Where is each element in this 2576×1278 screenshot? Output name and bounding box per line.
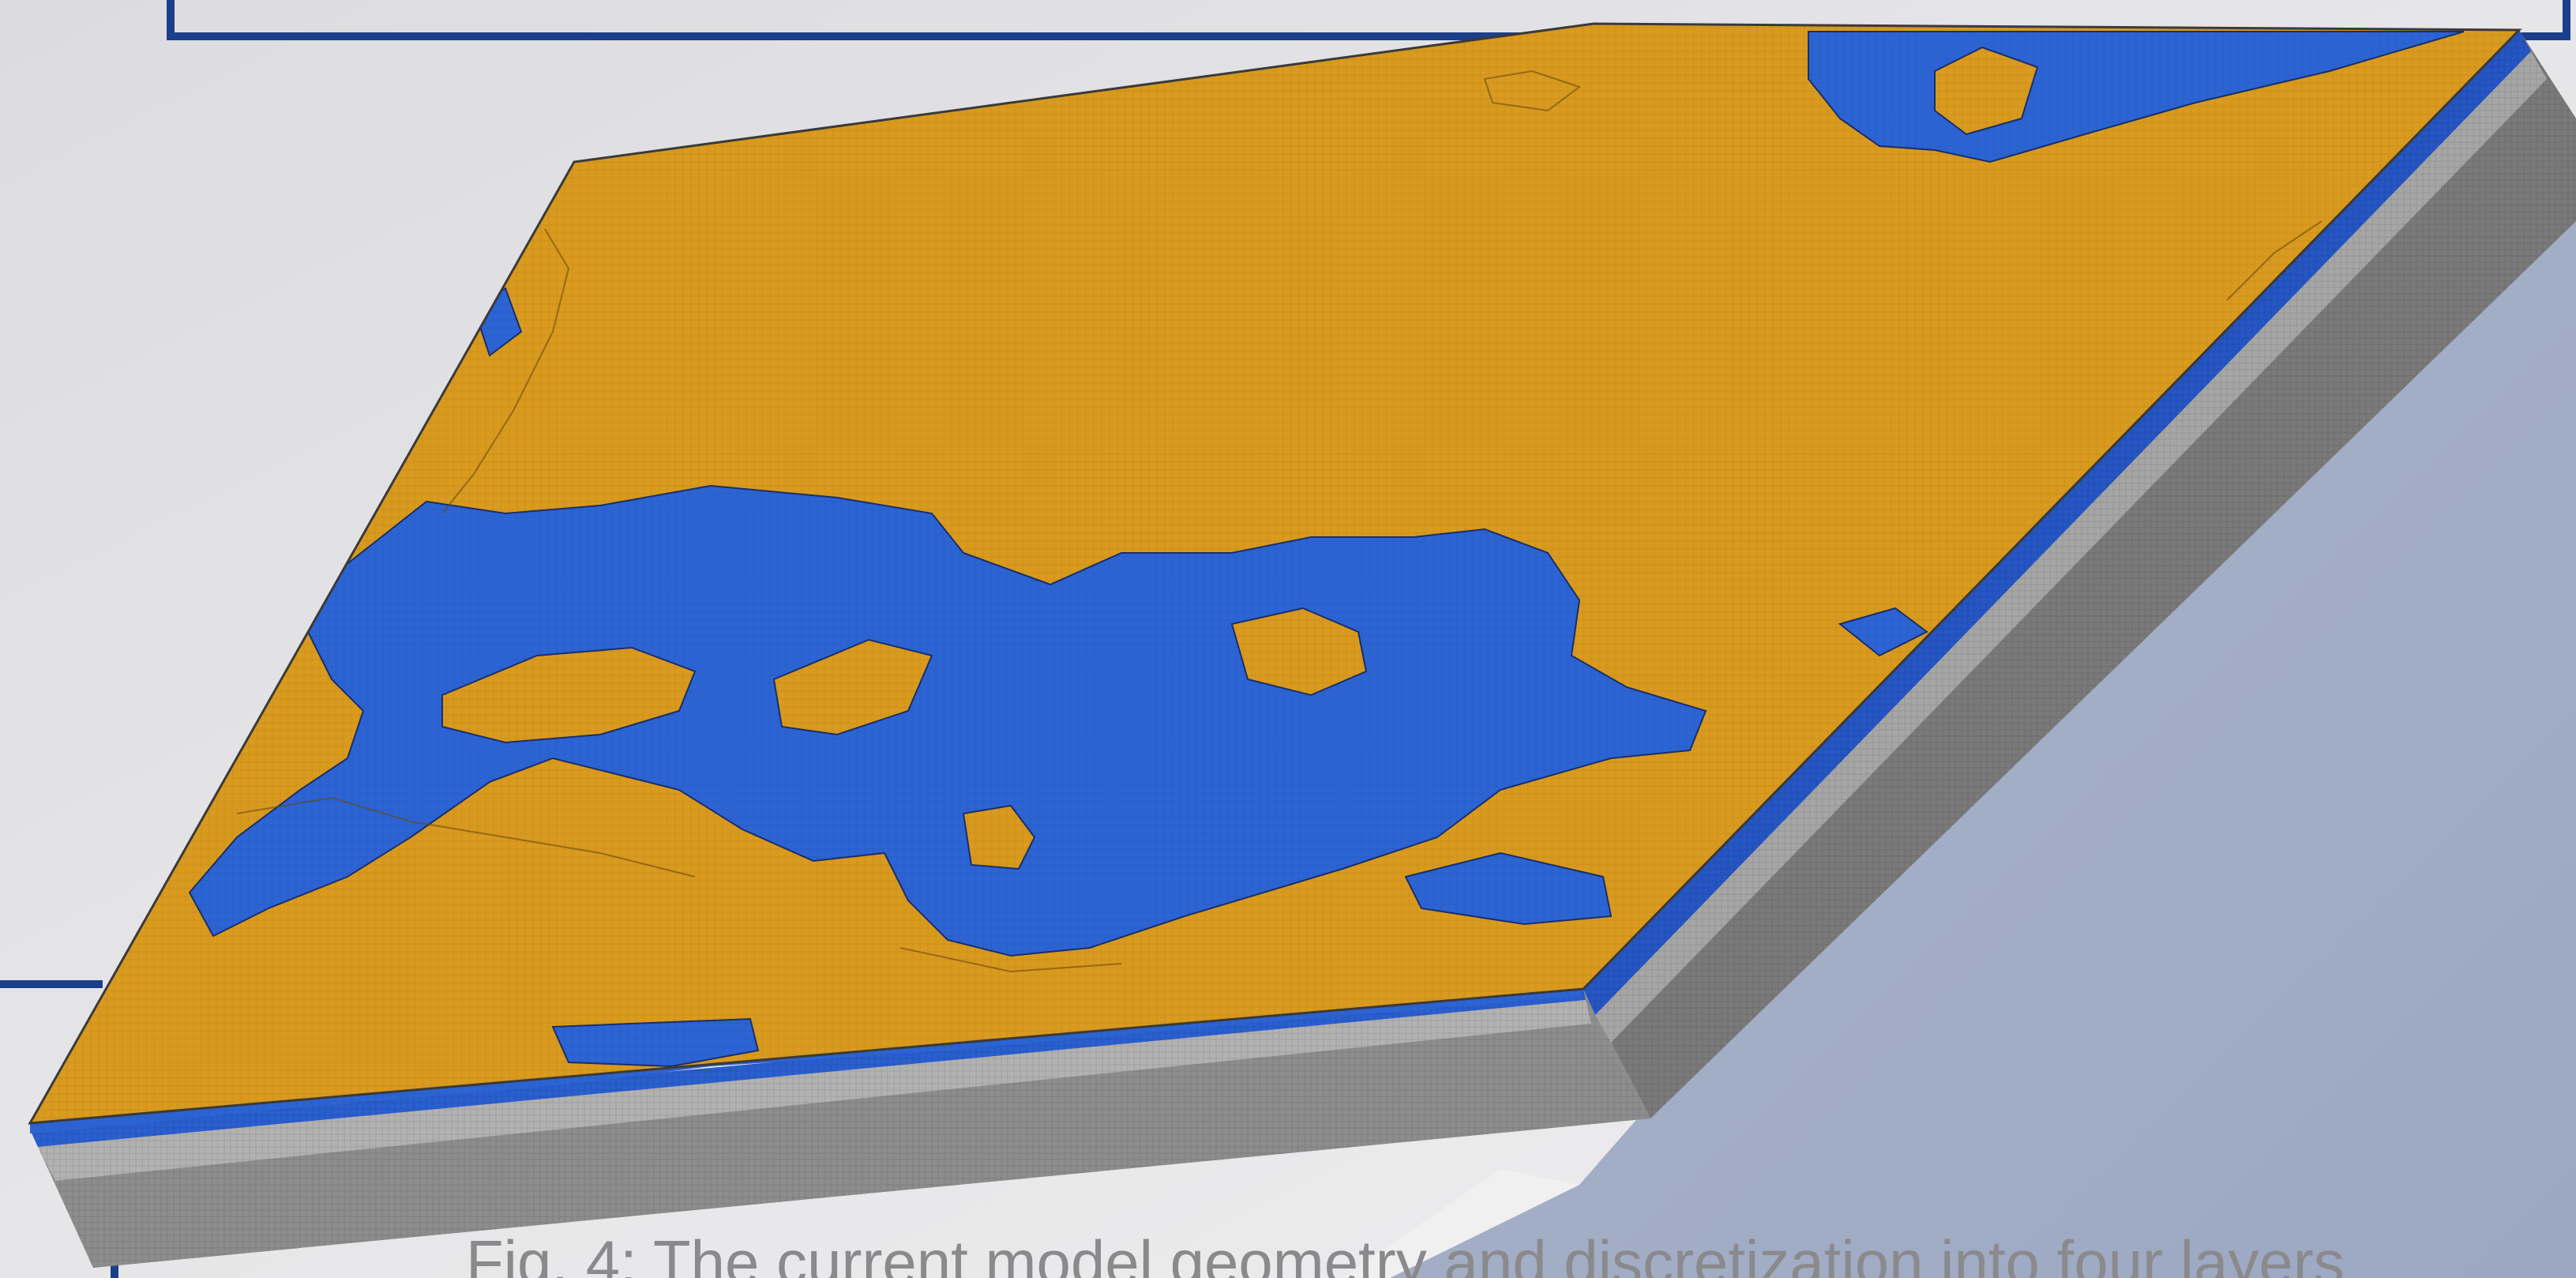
right-side-mesh — [1583, 30, 2576, 1118]
light-panel — [1342, 1169, 1579, 1278]
top-surface-outline — [28, 22, 2522, 1125]
figure-caption: Fig. 4: The current model geometry and d… — [466, 1227, 2345, 1278]
front-side-mesh — [30, 989, 1650, 1268]
top-frame-line — [167, 0, 2570, 40]
